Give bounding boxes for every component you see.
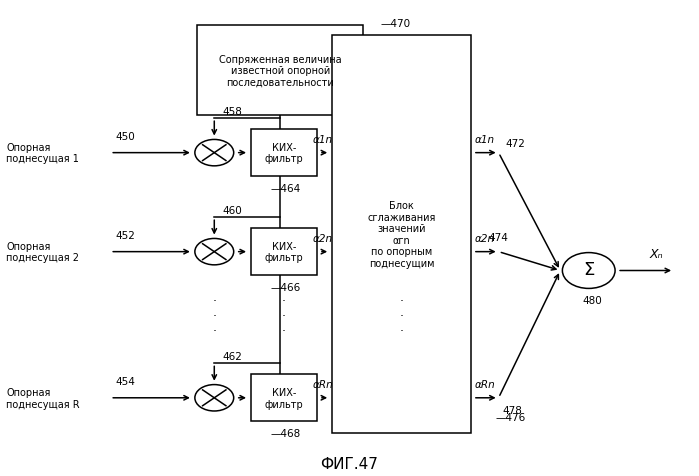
Text: αRn': αRn' [312, 379, 336, 389]
FancyBboxPatch shape [251, 228, 317, 276]
Circle shape [563, 253, 615, 289]
Text: Опорная
поднесущая R: Опорная поднесущая R [6, 387, 80, 409]
Text: —456: —456 [367, 79, 397, 89]
Text: 474: 474 [488, 233, 508, 243]
Text: КИХ-
фильтр: КИХ- фильтр [265, 142, 303, 164]
Text: КИХ-
фильтр: КИХ- фильтр [265, 241, 303, 263]
Text: α1n: α1n [475, 135, 494, 145]
FancyBboxPatch shape [251, 375, 317, 421]
Text: Xₙ: Xₙ [650, 248, 663, 260]
Text: α2n': α2n' [313, 234, 336, 244]
Text: Сопряженная величина
известной опорной
последовательности: Сопряженная величина известной опорной п… [219, 54, 342, 88]
Text: 460: 460 [222, 206, 243, 216]
Text: ·
·
·: · · · [282, 294, 286, 337]
Text: 450: 450 [116, 131, 136, 141]
Text: αRn: αRn [475, 379, 495, 389]
Text: —466: —466 [271, 283, 301, 293]
Text: α1n': α1n' [313, 135, 336, 145]
FancyBboxPatch shape [332, 36, 471, 433]
Text: —464: —464 [271, 184, 301, 194]
Text: —470: —470 [381, 19, 411, 29]
FancyBboxPatch shape [197, 26, 363, 116]
Circle shape [195, 239, 233, 265]
Text: Блок
сглаживания
значений
αгn
по опорным
поднесущим: Блок сглаживания значений αгn по опорным… [367, 200, 435, 268]
Text: 454: 454 [116, 376, 136, 386]
Text: —476: —476 [495, 412, 526, 422]
Text: 458: 458 [222, 107, 243, 117]
Text: КИХ-
фильтр: КИХ- фильтр [265, 387, 303, 409]
FancyBboxPatch shape [251, 130, 317, 177]
Text: Опорная
поднесущая 1: Опорная поднесущая 1 [6, 142, 79, 164]
Text: 480: 480 [582, 296, 602, 306]
Text: 462: 462 [222, 351, 243, 361]
Text: ·
·
·: · · · [400, 294, 403, 337]
Text: 478: 478 [502, 405, 522, 415]
Circle shape [195, 140, 233, 167]
Text: 472: 472 [505, 139, 526, 149]
Text: α2n: α2n [475, 234, 494, 244]
Text: ·
·
·: · · · [212, 294, 216, 337]
Text: ФИГ.47: ФИГ.47 [321, 456, 378, 471]
Circle shape [195, 385, 233, 411]
Text: 452: 452 [116, 230, 136, 240]
Text: $\Sigma$: $\Sigma$ [582, 260, 595, 278]
Text: Опорная
поднесущая 2: Опорная поднесущая 2 [6, 241, 79, 263]
Text: —468: —468 [271, 428, 301, 438]
